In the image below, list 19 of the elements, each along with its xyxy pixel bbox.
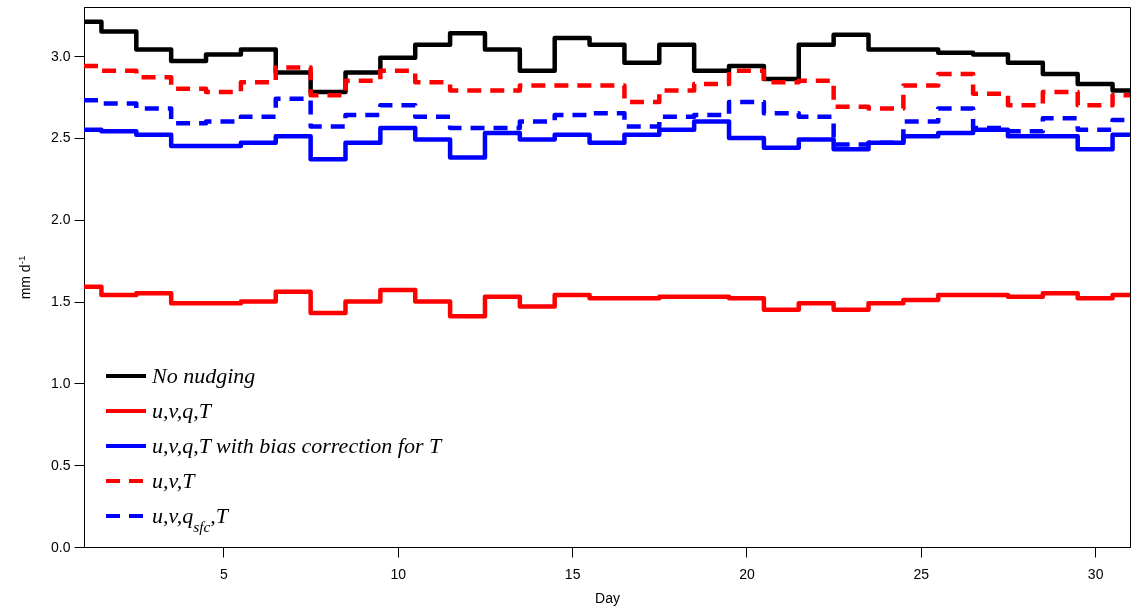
y-tick-label: 3.0: [51, 47, 71, 64]
x-tick-label: 20: [739, 565, 755, 582]
y-tick-label: 1.0: [51, 374, 71, 391]
x-tick-label: 15: [564, 565, 581, 582]
y-tick-label: 0.0: [51, 538, 71, 555]
x-tick-label: 30: [1087, 565, 1104, 582]
y-tick-label: 1.5: [51, 293, 71, 310]
legend-label: u,v,q,T: [152, 398, 213, 423]
x-axis-title: Day: [595, 589, 620, 606]
legend-label: No nudging: [151, 363, 256, 388]
legend-label: u,v,T: [152, 468, 197, 493]
y-tick-label: 2.5: [51, 129, 71, 146]
y-tick-label: 0.5: [51, 456, 71, 473]
y-tick-label: 2.0: [51, 211, 71, 228]
x-tick-label: 25: [913, 565, 930, 582]
x-tick-label: 5: [220, 565, 229, 582]
x-tick-label: 10: [390, 565, 407, 582]
legend-label: u,v,q$_{sfc}$,T: [152, 503, 230, 535]
legend-label: u,v,q,T with bias correction for T: [152, 433, 444, 458]
